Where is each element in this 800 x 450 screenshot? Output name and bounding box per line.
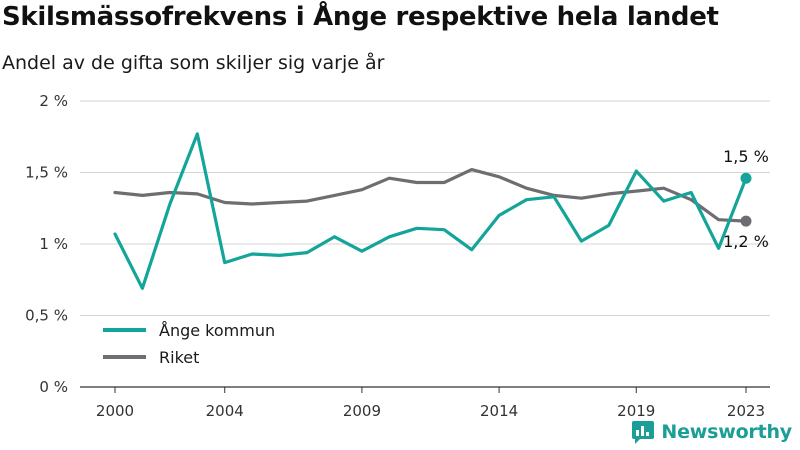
x-axis-tick-labels: 2000 2004 2009 2014 2019 2023	[96, 402, 765, 420]
end-point-ange	[740, 172, 752, 184]
y-tick-label: 2 %	[39, 92, 68, 110]
x-tick-label: 2014	[480, 402, 518, 420]
y-axis-tick-labels: 0 % 0,5 % 1 % 1,5 % 2 %	[25, 92, 68, 396]
x-tick-label: 2023	[727, 402, 765, 420]
bar-chart-icon	[631, 419, 655, 445]
legend-label-riket: Riket	[159, 348, 199, 367]
chart-subtitle: Andel av de gifta som skiljer sig varje …	[2, 52, 385, 74]
legend-label-ange: Ånge kommun	[159, 321, 275, 340]
series-lines: 1,2 % 1,5 %	[113, 132, 769, 290]
x-tick-label: 2019	[617, 402, 655, 420]
brand-name: Newsworthy	[661, 421, 792, 443]
x-tick-label: 2000	[96, 402, 134, 420]
y-tick-label: 1 %	[39, 235, 68, 253]
series-line-riket	[113, 168, 748, 223]
x-tick-label: 2009	[343, 402, 381, 420]
grid-lines	[80, 100, 770, 393]
end-point-riket	[740, 215, 752, 227]
end-label-riket: 1,2 %	[723, 232, 769, 251]
y-tick-label: 0 %	[39, 378, 68, 396]
newsworthy-logo: Newsworthy	[631, 418, 792, 446]
end-label-ange: 1,5 %	[723, 147, 769, 166]
legend: Ånge kommun Riket	[103, 321, 275, 367]
x-tick-label: 2004	[206, 402, 244, 420]
series-line-ange	[113, 132, 748, 290]
chart-title: Skilsmässofrekvens i Ånge respektive hel…	[2, 2, 719, 32]
y-tick-label: 1,5 %	[25, 164, 68, 182]
y-tick-label: 0,5 %	[25, 307, 68, 325]
